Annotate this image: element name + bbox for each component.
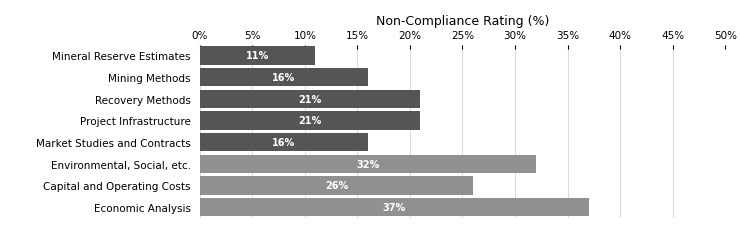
Text: 11%: 11% <box>246 51 269 61</box>
Text: 37%: 37% <box>383 202 406 212</box>
Text: 32%: 32% <box>356 159 380 169</box>
Text: 16%: 16% <box>272 138 295 147</box>
Bar <box>200 198 588 216</box>
Bar <box>200 133 368 152</box>
Bar <box>200 155 536 173</box>
Title: Non-Compliance Rating (%): Non-Compliance Rating (%) <box>376 15 549 28</box>
Bar <box>200 112 420 130</box>
Bar <box>200 90 420 109</box>
Text: 21%: 21% <box>298 116 322 126</box>
Text: 16%: 16% <box>272 73 295 83</box>
Bar <box>200 176 473 195</box>
Text: 26%: 26% <box>325 181 348 190</box>
Text: 21%: 21% <box>298 94 322 104</box>
Bar <box>200 69 368 87</box>
Bar <box>200 47 315 65</box>
